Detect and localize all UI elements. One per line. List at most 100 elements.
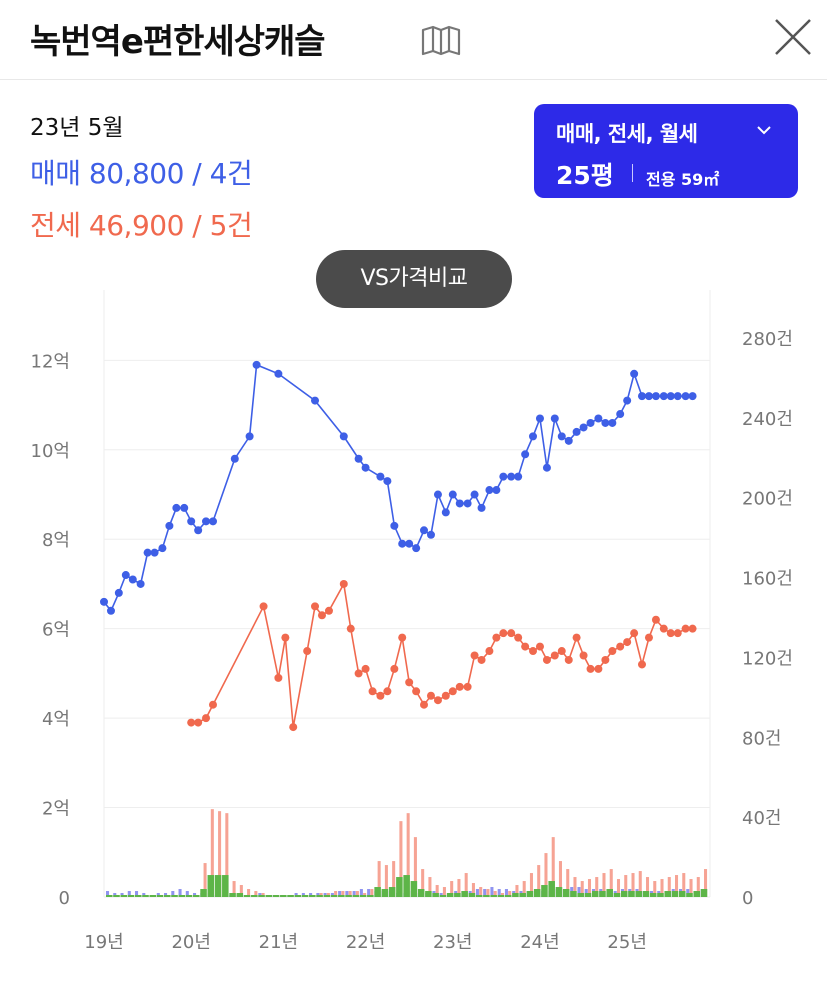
- y-left-tick-label: 8억: [42, 530, 70, 551]
- sale-volume-bar: [497, 889, 501, 897]
- sale-volume-bar: [483, 889, 487, 897]
- rent-price-point: [274, 673, 283, 682]
- rent-volume-bar: [479, 887, 483, 897]
- rent-price-point: [492, 633, 501, 642]
- rent-volume-bar: [493, 891, 497, 897]
- sale-price-point: [557, 432, 566, 441]
- sale-price-point: [165, 521, 174, 530]
- rent-price-point: [528, 647, 537, 656]
- monthly-volume-bar: [417, 889, 425, 897]
- y-right-tick-label: 160건: [742, 569, 793, 590]
- sale-price-point: [535, 414, 544, 423]
- close-icon[interactable]: [770, 14, 816, 60]
- sale-price-point: [158, 544, 167, 553]
- rent-price-point: [470, 651, 479, 660]
- sale-volume-bar: [504, 889, 508, 897]
- y-right-tick-label: 240건: [742, 409, 793, 430]
- sale-price-point: [637, 392, 646, 401]
- monthly-volume-bar: [548, 881, 555, 897]
- sale-volume-bar: [330, 893, 334, 897]
- rent-volume-bar: [500, 893, 504, 897]
- monthly-volume-bar: [642, 891, 650, 897]
- x-tick-label: 21년: [259, 932, 298, 953]
- monthly-volume-bar: [149, 895, 157, 897]
- sale-volume-bar: [352, 891, 356, 897]
- monthly-volume-bar: [214, 875, 222, 897]
- rent-price-point: [187, 718, 196, 727]
- rent-price-point: [586, 664, 595, 673]
- rent-volume-bar: [616, 879, 621, 897]
- sale-volume-bar: [309, 893, 313, 897]
- rent-price-point: [507, 629, 516, 638]
- monthly-volume-bar: [403, 875, 410, 897]
- monthly-volume-bar: [439, 895, 447, 897]
- vs-compare-button[interactable]: VS가격비교: [316, 250, 512, 308]
- rent-volume-bar: [232, 881, 236, 897]
- area-filter-button[interactable]: 매매, 전세, 월세 25평 전용 59㎡: [534, 104, 798, 198]
- monthly-volume-bar: [454, 893, 461, 897]
- monthly-volume-bar: [352, 895, 360, 897]
- rent-volume-bar: [239, 885, 243, 897]
- sale-price-point: [106, 606, 115, 615]
- rent-price-point: [433, 696, 442, 705]
- sale-price-point: [433, 490, 442, 499]
- rent-price-point: [594, 664, 603, 673]
- rent-price-point: [477, 655, 486, 664]
- sale-volume-bar: [490, 887, 494, 897]
- monthly-volume-bar: [316, 895, 323, 897]
- monthly-volume-bar: [301, 895, 309, 897]
- y-right-tick-label: 200건: [742, 489, 793, 510]
- monthly-volume-bar: [185, 895, 193, 897]
- rent-price-point: [208, 700, 217, 709]
- rent-price-point: [383, 687, 392, 696]
- monthly-volume-bar: [272, 895, 280, 897]
- sale-price-point: [616, 410, 625, 419]
- sale-volume-bar: [258, 893, 262, 897]
- monthly-volume-bar: [374, 887, 381, 897]
- y-right-tick-label: 280건: [742, 329, 793, 350]
- rent-price-point: [673, 629, 682, 638]
- monthly-volume-bar: [613, 893, 621, 897]
- rent-volume-bar: [573, 877, 577, 897]
- sale-price-point: [230, 454, 239, 463]
- sale-price-line: [103, 363, 693, 613]
- rent-volume-bar: [203, 863, 207, 897]
- sale-price-point: [180, 503, 189, 512]
- sale-volume-bar: [323, 893, 327, 897]
- header: 녹번역e편한세상캐슬: [0, 0, 827, 80]
- sale-volume-bar: [475, 889, 479, 897]
- exclusive-area-label: 전용 59㎡: [646, 170, 720, 189]
- rent-volume-bar: [450, 881, 454, 897]
- rent-volume-bar: [218, 811, 222, 897]
- monthly-volume-bar: [425, 891, 432, 897]
- rent-volume-bar: [660, 879, 664, 897]
- rent-volume-bar: [334, 891, 338, 897]
- monthly-volume-bar: [657, 893, 664, 897]
- rent-price-point: [579, 651, 588, 660]
- sale-price-point: [245, 432, 254, 441]
- monthly-volume-bar: [519, 893, 526, 897]
- rent-price-point: [303, 647, 312, 656]
- sale-price-point: [564, 436, 573, 445]
- sale-price-point: [252, 360, 261, 369]
- monthly-volume-bar: [671, 891, 679, 897]
- rent-volume-bar: [471, 883, 475, 897]
- rent-volume-bar: [667, 877, 671, 897]
- sale-price-point: [630, 369, 639, 378]
- rent-volume-bar: [421, 869, 425, 897]
- sale-price-point: [594, 414, 603, 423]
- sale-price-point: [528, 432, 537, 441]
- monthly-volume-bar: [287, 895, 294, 897]
- x-tick-label: 22년: [346, 932, 385, 953]
- map-icon[interactable]: [420, 24, 462, 58]
- monthly-volume-bar: [533, 889, 541, 897]
- monthly-volume-bar: [113, 895, 120, 897]
- sale-price-point: [354, 454, 363, 463]
- monthly-volume-bar: [156, 895, 164, 897]
- rent-price-point: [681, 624, 690, 633]
- monthly-volume-bar: [127, 895, 135, 897]
- monthly-volume-bar: [570, 891, 577, 897]
- sale-price-point: [172, 503, 181, 512]
- sale-price-point: [586, 418, 595, 427]
- monthly-volume-bar: [330, 895, 338, 897]
